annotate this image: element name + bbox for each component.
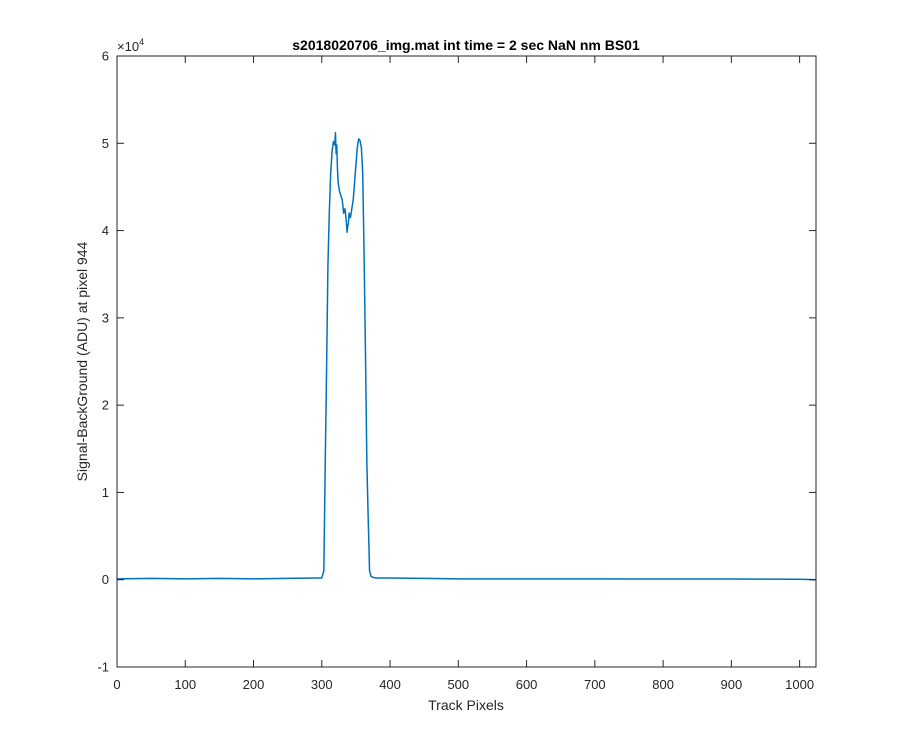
x-tick-label: 100 xyxy=(174,677,196,692)
y-tick-label: 1 xyxy=(102,485,109,500)
y-tick-label: 5 xyxy=(102,136,109,151)
y-tick-label: -1 xyxy=(97,660,109,675)
chart-title: s2018020706_img.mat int time = 2 sec NaN… xyxy=(292,37,640,53)
x-tick-label: 200 xyxy=(243,677,265,692)
x-tick-label: 700 xyxy=(584,677,606,692)
y-exponent-power: 4 xyxy=(139,37,144,47)
x-tick-label: 600 xyxy=(516,677,538,692)
x-tick-label: 500 xyxy=(447,677,469,692)
y-axis-ticks: -1 0 1 2 3 4 5 6 xyxy=(97,49,816,675)
series-layer xyxy=(116,132,817,581)
x-tick-label: 900 xyxy=(721,677,743,692)
y-tick-label: 0 xyxy=(102,572,109,587)
y-exponent-base: ×10 xyxy=(117,39,139,54)
x-tick-label: 800 xyxy=(652,677,674,692)
series-line-0 xyxy=(116,132,817,581)
y-tick-label: 2 xyxy=(102,398,109,413)
x-tick-label: 300 xyxy=(311,677,333,692)
axes-box xyxy=(116,55,817,668)
x-axis-ticks: 0 100 200 300 400 500 600 700 800 900 1000 xyxy=(113,56,814,692)
plot-area xyxy=(117,56,816,667)
y-tick-label: 6 xyxy=(102,49,109,64)
x-tick-label: 0 xyxy=(113,677,120,692)
y-exponent-label: ×104 xyxy=(117,37,144,54)
y-tick-label: 3 xyxy=(102,310,109,325)
x-tick-label: 1000 xyxy=(785,677,814,692)
x-tick-label: 400 xyxy=(379,677,401,692)
y-tick-label: 4 xyxy=(102,223,109,238)
y-axis-label: Signal-BackGround (ADU) at pixel 944 xyxy=(74,241,90,481)
x-axis-label: Track Pixels xyxy=(428,697,504,713)
